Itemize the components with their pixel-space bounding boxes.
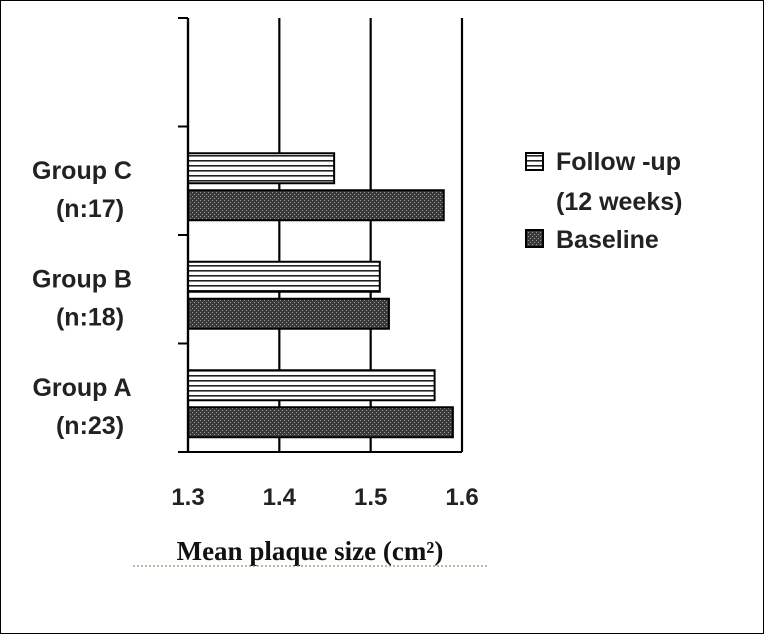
x-tick-label: 1.3 — [171, 484, 204, 511]
category-n-label: (n:18) — [56, 303, 124, 331]
legend-label-followup: Follow -up — [556, 148, 681, 176]
legend-label-followup-weeks: (12 weeks) — [556, 188, 682, 216]
x-tick-label: 1.6 — [445, 484, 478, 511]
category-label: Group C — [32, 157, 132, 185]
bar-baseline-group-b — [187, 297, 390, 330]
bar-followup-group-b — [187, 260, 381, 293]
x-tick-label: 1.5 — [354, 484, 387, 511]
legend-swatch-followup — [525, 152, 544, 171]
x-axis-title: Mean plaque size (cm²) — [177, 536, 444, 566]
category-label: Group A — [32, 374, 131, 402]
legend-label-baseline: Baseline — [556, 226, 659, 254]
category-n-label: (n:23) — [56, 412, 124, 440]
x-tick-label: 1.4 — [263, 484, 297, 511]
legend-swatch-baseline — [525, 229, 544, 248]
bar-followup-group-c — [187, 152, 336, 185]
bar-baseline-group-c — [187, 189, 445, 222]
bar-baseline-group-a — [187, 406, 454, 439]
category-label: Group B — [32, 265, 132, 293]
category-n-label: (n:17) — [56, 195, 124, 223]
bar-followup-group-a — [187, 369, 436, 402]
